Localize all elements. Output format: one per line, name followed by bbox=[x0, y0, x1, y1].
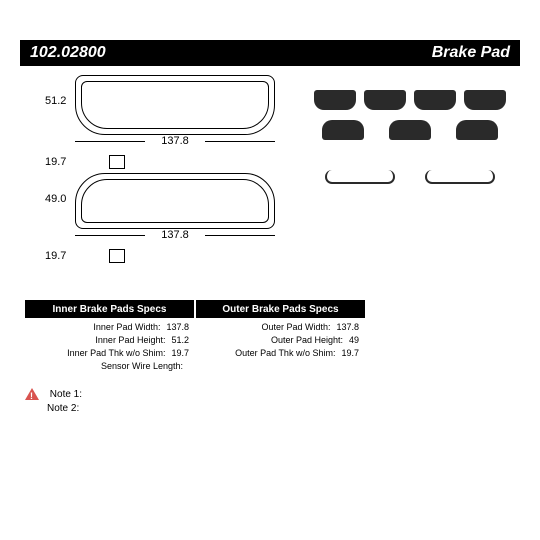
spec-value: 49 bbox=[349, 334, 359, 347]
spec-value: 51.2 bbox=[171, 334, 189, 347]
outer-thickness-dim: 19.7 bbox=[45, 249, 295, 263]
inner-pad-drawing: 51.2 137.8 bbox=[25, 75, 295, 147]
note-2-label: Note 2: bbox=[47, 403, 79, 414]
spec-value: 137.8 bbox=[166, 321, 189, 334]
pad-photo bbox=[389, 120, 431, 140]
spec-label: Outer Pad Height: bbox=[201, 334, 349, 347]
inner-height-value: 51.2 bbox=[45, 95, 66, 107]
pad-photo bbox=[364, 90, 406, 110]
outer-specs-col: Outer Pad Width:137.8 Outer Pad Height:4… bbox=[195, 321, 365, 373]
note-1-label: Note 1: bbox=[50, 389, 82, 400]
thickness-box-icon bbox=[109, 249, 125, 263]
pad-photo-row-2 bbox=[310, 120, 510, 140]
spec-row: Inner Pad Height:51.2 bbox=[31, 334, 189, 347]
spec-row: Outer Pad Thk w/o Shim:19.7 bbox=[201, 347, 359, 360]
product-title: Brake Pad bbox=[432, 44, 510, 62]
spec-row: Sensor Wire Length: bbox=[31, 360, 189, 373]
spec-value: 19.7 bbox=[171, 347, 189, 360]
part-number: 102.02800 bbox=[30, 44, 106, 62]
spec-row: Outer Pad Width:137.8 bbox=[201, 321, 359, 334]
inner-specs-header: Inner Brake Pads Specs bbox=[25, 300, 194, 318]
outer-height-dim: 49.0 bbox=[45, 193, 66, 205]
pad-photo bbox=[414, 90, 456, 110]
header-bar: 102.02800 Brake Pad bbox=[20, 40, 520, 66]
clip-photo bbox=[325, 170, 395, 184]
product-photo-area bbox=[310, 90, 510, 184]
inner-specs-col: Inner Pad Width:137.8 Inner Pad Height:5… bbox=[25, 321, 195, 373]
spec-row: Inner Pad Thk w/o Shim:19.7 bbox=[31, 347, 189, 360]
pad-photo bbox=[464, 90, 506, 110]
spec-label: Outer Pad Width: bbox=[201, 321, 336, 334]
inner-thickness-dim: 19.7 bbox=[45, 155, 295, 169]
specs-table: Inner Brake Pads Specs Outer Brake Pads … bbox=[25, 300, 365, 373]
pad-photo-row-1 bbox=[310, 90, 510, 110]
spec-row: Outer Pad Height:49 bbox=[201, 334, 359, 347]
inner-pad-shape bbox=[75, 75, 275, 135]
note-2: Note 2: bbox=[25, 402, 82, 416]
spec-value: 137.8 bbox=[336, 321, 359, 334]
spec-label: Outer Pad Thk w/o Shim: bbox=[201, 347, 341, 360]
spec-label: Inner Pad Height: bbox=[31, 334, 171, 347]
warning-icon bbox=[25, 388, 39, 400]
pad-photo bbox=[314, 90, 356, 110]
thickness-box-icon bbox=[109, 155, 125, 169]
clip-photo bbox=[425, 170, 495, 184]
pad-photo bbox=[322, 120, 364, 140]
inner-width-value: 137.8 bbox=[161, 135, 189, 147]
specs-body: Inner Pad Width:137.8 Inner Pad Height:5… bbox=[25, 318, 365, 373]
note-1: Note 1: bbox=[25, 388, 82, 402]
notes-area: Note 1: Note 2: bbox=[25, 388, 82, 416]
spec-value: 19.7 bbox=[341, 347, 359, 360]
outer-pad-drawing: 49.0 137.8 bbox=[25, 173, 295, 241]
outer-specs-header: Outer Brake Pads Specs bbox=[196, 300, 365, 318]
outer-width-value: 137.8 bbox=[161, 229, 189, 241]
inner-width-dim: 137.8 bbox=[75, 135, 275, 147]
technical-diagram: 51.2 137.8 19.7 49.0 137.8 19.7 bbox=[25, 75, 295, 267]
pad-photo bbox=[456, 120, 498, 140]
outer-thk-value: 19.7 bbox=[45, 250, 66, 262]
spec-label: Sensor Wire Length: bbox=[31, 360, 189, 373]
outer-height-value: 49.0 bbox=[45, 193, 66, 205]
inner-height-dim: 51.2 bbox=[45, 95, 66, 107]
clip-photo-row bbox=[310, 170, 510, 184]
spec-label: Inner Pad Width: bbox=[31, 321, 166, 334]
specs-header-row: Inner Brake Pads Specs Outer Brake Pads … bbox=[25, 300, 365, 318]
outer-width-dim: 137.8 bbox=[75, 229, 275, 241]
inner-thk-value: 19.7 bbox=[45, 156, 66, 168]
outer-pad-shape bbox=[75, 173, 275, 229]
spec-label: Inner Pad Thk w/o Shim: bbox=[31, 347, 171, 360]
spec-row: Inner Pad Width:137.8 bbox=[31, 321, 189, 334]
